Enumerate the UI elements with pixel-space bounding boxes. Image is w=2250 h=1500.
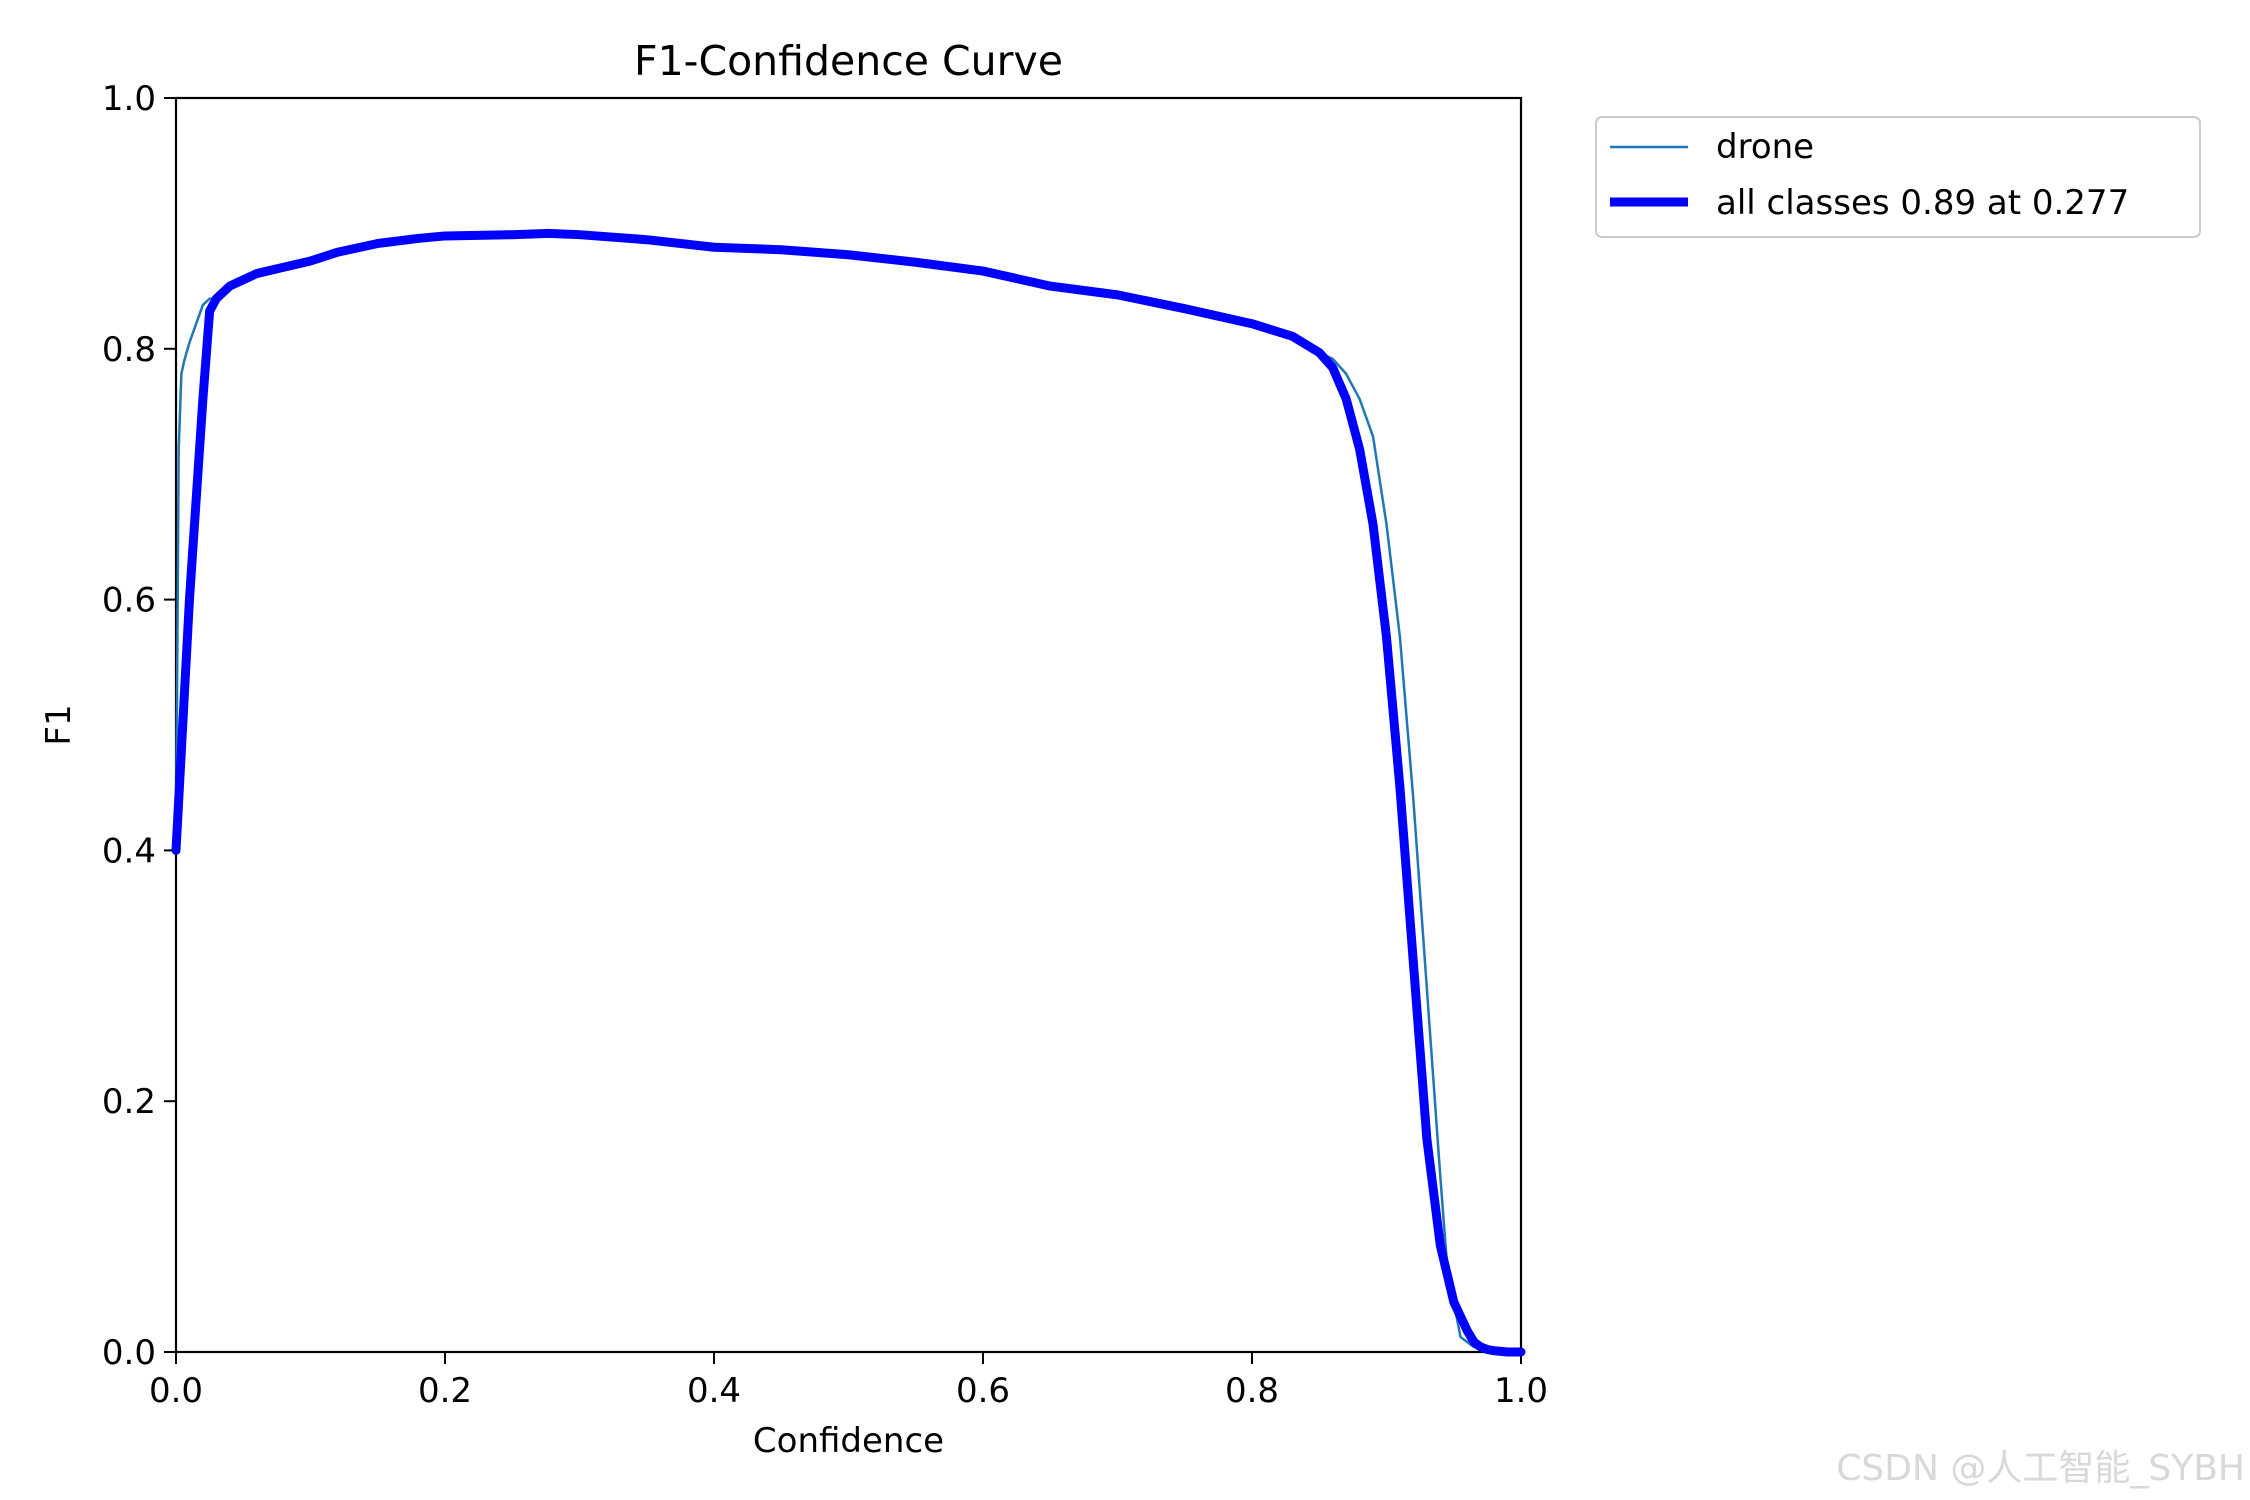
y-tick-label: 0.8 [102, 330, 156, 370]
axis-ticks: 0.0 0.2 0.4 0.6 0.8 1.0 0.0 0.2 0.4 0.6 0.8 1.0 [102, 79, 1548, 1411]
x-tick-label: 1.0 [1494, 1371, 1548, 1411]
legend: drone all classes 0.89 at 0.277 [1595, 116, 2201, 238]
chart-title: F1-Confidence Curve [634, 37, 1063, 85]
plot-area-frame [174, 96, 1523, 1354]
y-tick-label: 0.0 [102, 1333, 156, 1373]
y-tick-label: 0.6 [102, 581, 156, 621]
x-tick-label: 0.6 [956, 1371, 1010, 1411]
y-tick-label: 1.0 [102, 79, 156, 119]
watermark-text: CSDN @人工智能_SYBH [1836, 1448, 2245, 1489]
series-line-drone [174, 232, 1523, 1354]
series-line-all-classes [171, 228, 1526, 1357]
x-tick-label: 0.0 [149, 1371, 203, 1411]
y-axis-label: F1 [39, 704, 79, 745]
series-lines [171, 228, 1526, 1357]
x-tick-label: 0.8 [1225, 1371, 1279, 1411]
legend-box [1595, 116, 2201, 238]
x-axis-label: Confidence [753, 1421, 944, 1461]
x-tick-label: 0.2 [418, 1371, 472, 1411]
legend-label-all-classes: all classes 0.89 at 0.277 [1716, 183, 2129, 223]
y-tick-label: 0.4 [102, 831, 156, 871]
x-tick-label: 0.4 [687, 1371, 741, 1411]
y-tick-label: 0.2 [102, 1082, 156, 1122]
legend-label-drone: drone [1716, 127, 1814, 167]
